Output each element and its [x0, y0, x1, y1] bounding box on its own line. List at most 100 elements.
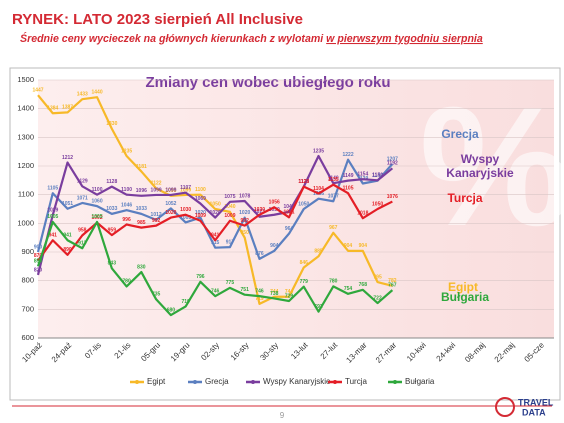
data-label: 1075 [224, 194, 235, 200]
data-label: 1030 [180, 207, 191, 213]
data-label: 746 [211, 288, 220, 294]
legend-label: Grecja [205, 377, 229, 386]
data-label: 1012 [151, 212, 162, 218]
data-label: 735 [152, 292, 161, 298]
series-label: Wyspy Kanaryjskie [446, 152, 514, 180]
data-label: 1051 [62, 201, 73, 207]
data-label: 1150 [372, 173, 383, 179]
data-label: 1096 [136, 188, 147, 194]
series-label: Bułgaria [440, 290, 489, 304]
legend-label: Bułgaria [405, 377, 435, 386]
data-label: 782 [388, 278, 397, 284]
data-label: 780 [122, 279, 131, 285]
data-label: 964 [285, 226, 294, 232]
data-label: 692 [314, 304, 323, 310]
data-label: 738 [270, 291, 279, 297]
data-label: 1029 [47, 207, 58, 213]
data-label: 1128 [106, 179, 117, 185]
data-label: 830 [137, 264, 146, 270]
data-label: 1020 [210, 210, 221, 216]
subtitle-emphasis: w pierwszym tygodniu sierpnia [326, 33, 483, 45]
series-label: Egipt [448, 280, 478, 294]
data-label: 719 [255, 296, 264, 302]
page-number: 9 [280, 411, 285, 420]
series-line [36, 158, 394, 260]
data-label: 904 [344, 243, 353, 249]
data-label: 1181 [136, 164, 147, 170]
data-label: 1020 [195, 210, 206, 216]
data-label: 1009 [224, 213, 235, 219]
legend-label: Turcja [345, 377, 367, 386]
data-label: 959 [108, 227, 117, 233]
data-label: 729 [285, 293, 294, 299]
data-label: 996 [122, 217, 131, 223]
y-tick-label: 1200 [17, 161, 34, 170]
data-label: 680 [167, 307, 176, 313]
data-label: 1099 [180, 187, 191, 193]
data-label: 768 [359, 282, 368, 288]
data-label: 1003 [180, 215, 191, 221]
data-label: 1050 [210, 201, 221, 207]
data-label: 1076 [387, 194, 398, 200]
data-label: 775 [226, 280, 235, 286]
data-label: 876 [255, 251, 264, 257]
series-line [36, 154, 394, 276]
data-label: 885 [314, 249, 323, 255]
y-tick-label: 700 [21, 304, 34, 313]
data-label: 904 [359, 243, 368, 249]
y-tick-label: 1400 [17, 104, 34, 113]
data-label: 1077 [328, 194, 339, 200]
data-label: 1009 [195, 213, 206, 219]
data-label: 754 [344, 286, 353, 292]
title: RYNEK: LATO 2023 sierpień All Inclusive [12, 11, 303, 28]
data-label: 1140 [328, 176, 339, 182]
series-line [37, 94, 393, 305]
data-label: 1040 [224, 204, 235, 210]
data-label: 1222 [342, 152, 353, 158]
data-label: 904 [270, 243, 279, 249]
data-label: 1384 [47, 106, 58, 112]
legend-dot [393, 380, 397, 384]
series-line [36, 220, 394, 317]
data-label: 1056 [269, 200, 280, 206]
data-label: 1030 [254, 207, 265, 213]
data-label: 779 [300, 279, 309, 285]
data-label: 950 [241, 230, 250, 236]
data-label: 820 [34, 267, 43, 273]
data-label: 941 [211, 233, 220, 239]
data-label: 941 [63, 233, 72, 239]
y-tick-label: 1300 [17, 132, 34, 141]
y-tick-label: 1500 [17, 75, 34, 84]
data-label: 1447 [32, 88, 43, 94]
data-label: 1096 [165, 188, 176, 194]
data-label: 1235 [313, 148, 324, 154]
data-label: 1105 [47, 186, 58, 192]
data-label: 1018 [357, 211, 368, 217]
watermark: % [419, 72, 564, 262]
logo-line: TRAVEL [518, 397, 554, 407]
data-label: 1099 [165, 187, 176, 193]
data-label: 941 [49, 233, 58, 239]
y-tick-label: 600 [21, 333, 34, 342]
series-label: Grecja [441, 127, 479, 141]
data-label: 1128 [298, 179, 309, 185]
data-label: 958 [78, 228, 87, 234]
data-label: 746 [255, 288, 264, 294]
data-label: 1129 [77, 179, 88, 185]
data-label: 1099 [151, 187, 162, 193]
data-label: 1078 [239, 193, 250, 199]
legend-dot [135, 380, 139, 384]
y-tick-label: 1000 [17, 218, 34, 227]
legend-label: Wyspy Kanaryjskie [263, 377, 331, 386]
logo-line: DATA [522, 407, 546, 417]
data-label: 1128 [298, 179, 309, 185]
data-label: 1154 [357, 172, 368, 178]
data-label: 1046 [121, 202, 132, 208]
data-label: 744 [270, 289, 279, 295]
data-label: 1440 [91, 90, 102, 96]
subtitle: Średnie ceny wycieczek na głównych kieru… [20, 32, 483, 45]
data-label: 710 [181, 299, 190, 305]
data-label: 796 [196, 274, 205, 280]
data-label: 1050 [372, 201, 383, 207]
